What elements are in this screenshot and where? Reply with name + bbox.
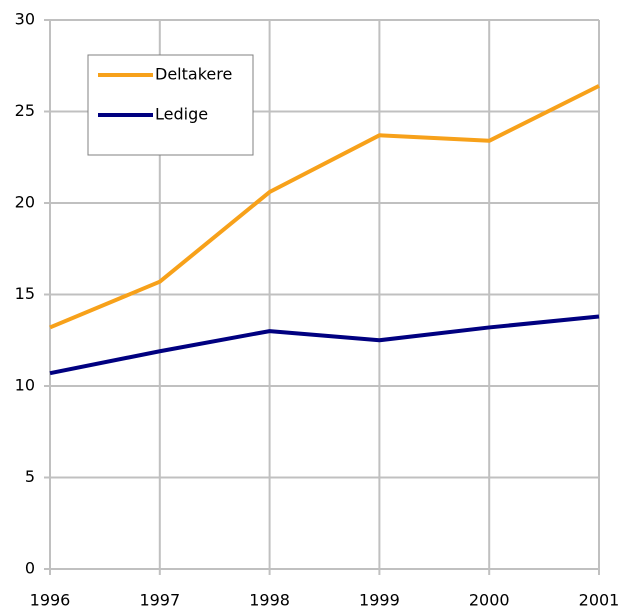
y-tick-label: 0 bbox=[25, 559, 35, 578]
x-tick-label: 1997 bbox=[139, 591, 180, 610]
x-tick-label: 2000 bbox=[469, 591, 510, 610]
y-tick-label: 10 bbox=[15, 376, 35, 395]
legend-label: Deltakere bbox=[155, 65, 232, 84]
legend-label: Ledige bbox=[155, 105, 208, 124]
x-tick-label: 1998 bbox=[249, 591, 290, 610]
legend-box bbox=[87, 54, 254, 156]
y-tick-label: 25 bbox=[15, 101, 35, 120]
y-tick-label: 15 bbox=[15, 284, 35, 303]
data-line bbox=[49, 84, 600, 330]
x-tick-label: 1999 bbox=[359, 591, 400, 610]
y-tick-label: 30 bbox=[15, 10, 35, 29]
y-tick-label: 5 bbox=[25, 467, 35, 486]
y-tick-label: 20 bbox=[15, 193, 35, 212]
data-line bbox=[49, 314, 600, 376]
x-tick-label: 1996 bbox=[30, 591, 71, 610]
x-tick-label: 2001 bbox=[579, 591, 620, 610]
